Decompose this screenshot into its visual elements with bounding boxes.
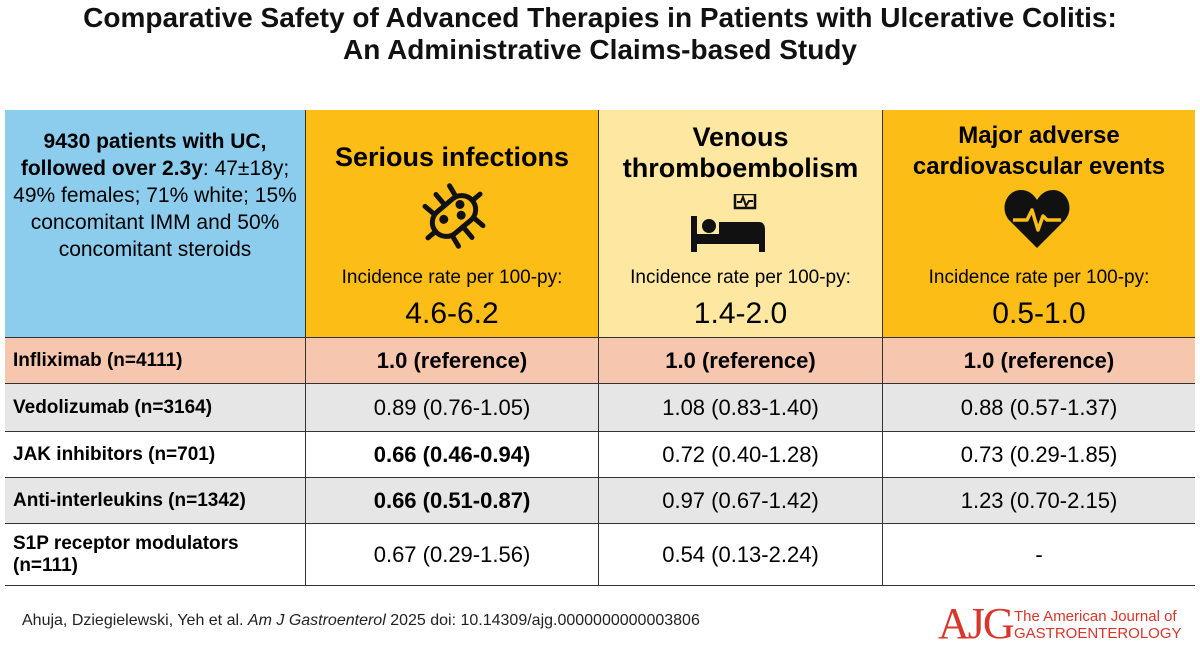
citation: Ahuja, Dziegielewski, Yeh et al. Am J Ga… [22, 612, 700, 630]
hazard-ratio: 0.88 (0.57-1.37) [882, 384, 1195, 431]
citation-doi: 2025 doi: 10.14309/ajg.0000000000003806 [390, 612, 700, 629]
hazard-ratio: 1.0 (reference) [305, 338, 598, 383]
incidence-label: Incidence rate per 100-py: [341, 267, 563, 288]
incidence-rate: 0.5-1.0 [992, 297, 1086, 330]
table-row: Vedolizumab (n=3164) 0.89 (0.76-1.05) 1.08… [5, 383, 1195, 431]
table-row: S1P receptor modulators (n=111) 0.67 (0.2… [5, 523, 1195, 586]
title-line: An Administrative Claims-based Study [343, 34, 857, 65]
population-cell: 9430 patients with UC, followed over 2.3… [5, 110, 305, 337]
table-row: JAK inhibitors (n=701) 0.66 (0.46-0.94) 0.… [5, 431, 1195, 477]
citation-journal: Am J Gastroenterol [247, 612, 386, 629]
incidence-rate: 4.6-6.2 [405, 297, 499, 330]
outcome-name: Major adverse cardiovascular events [912, 122, 1166, 180]
hazard-ratio: 0.66 (0.51-0.87) [305, 478, 598, 523]
therapy-name: Infliximab (n=4111) [13, 349, 183, 371]
outcome-cell: Major adverse cardiovascular events Inci… [882, 110, 1195, 337]
logo-mark: AJG [938, 599, 1015, 648]
incidence-label: Incidence rate per 100-py: [928, 267, 1150, 288]
bacterium-icon [422, 183, 486, 249]
population-details: : 47±18y; 49% females; 71% white; 15% co… [13, 157, 297, 261]
hazard-ratio: 1.08 (0.83-1.40) [598, 384, 882, 431]
hazard-ratio: 1.0 (reference) [882, 338, 1195, 383]
bed-icon [691, 194, 765, 252]
outcome-cell: Venous thromboembolism Incidence rate pe… [598, 110, 882, 337]
hazard-ratio: 0.97 (0.67-1.42) [598, 478, 882, 523]
therapy-name: Vedolizumab (n=3164) [13, 396, 213, 418]
hazard-ratio: - [882, 524, 1195, 585]
logo-line: The American Journal of [1014, 608, 1177, 625]
hazard-ratio: 0.66 (0.46-0.94) [305, 432, 598, 477]
incidence-label: Incidence rate per 100-py: [630, 267, 851, 288]
table-row: Anti-interleukins (n=1342) 0.66 (0.51-0.8… [5, 477, 1195, 523]
outcome-name: Serious infections [334, 142, 570, 172]
hazard-ratio: 1.23 (0.70-2.15) [882, 478, 1195, 523]
hazard-ratio: 0.89 (0.76-1.05) [305, 384, 598, 431]
title-line: Comparative Safety of Advanced Therapies… [83, 2, 1117, 33]
hazard-ratio: 0.67 (0.29-1.56) [305, 524, 598, 585]
therapy-name: Anti-interleukins (n=1342) [13, 489, 246, 511]
logo-text: The American Journal of GASTROENTEROLOGY [1014, 608, 1182, 642]
population-summary: 9430 patients with UC, followed over 2.3… [20, 130, 267, 180]
table-row: Infliximab (n=4111) 1.0 (reference) 1.0 (r… [5, 337, 1195, 383]
therapy-name: S1P receptor modulators (n=111) [13, 532, 239, 576]
hazard-ratio: 0.73 (0.29-1.85) [882, 432, 1195, 477]
therapy-name: JAK inhibitors (n=701) [13, 443, 216, 465]
outcome-name: Venous thromboembolism [622, 122, 859, 183]
logo-line: GASTROENTEROLOGY [1014, 625, 1182, 642]
hazard-ratio: 1.0 (reference) [598, 338, 882, 383]
incidence-rate: 1.4-2.0 [693, 297, 788, 330]
hazard-ratio: 0.72 (0.40-1.28) [598, 432, 882, 477]
outcome-cell: Serious infections Incidence rate per 10… [305, 110, 598, 337]
citation-authors: Ahuja, Dziegielewski, Yeh et al. [22, 612, 244, 629]
hazard-ratio: 0.54 (0.13-2.24) [598, 524, 882, 585]
heart-icon [1004, 190, 1070, 248]
